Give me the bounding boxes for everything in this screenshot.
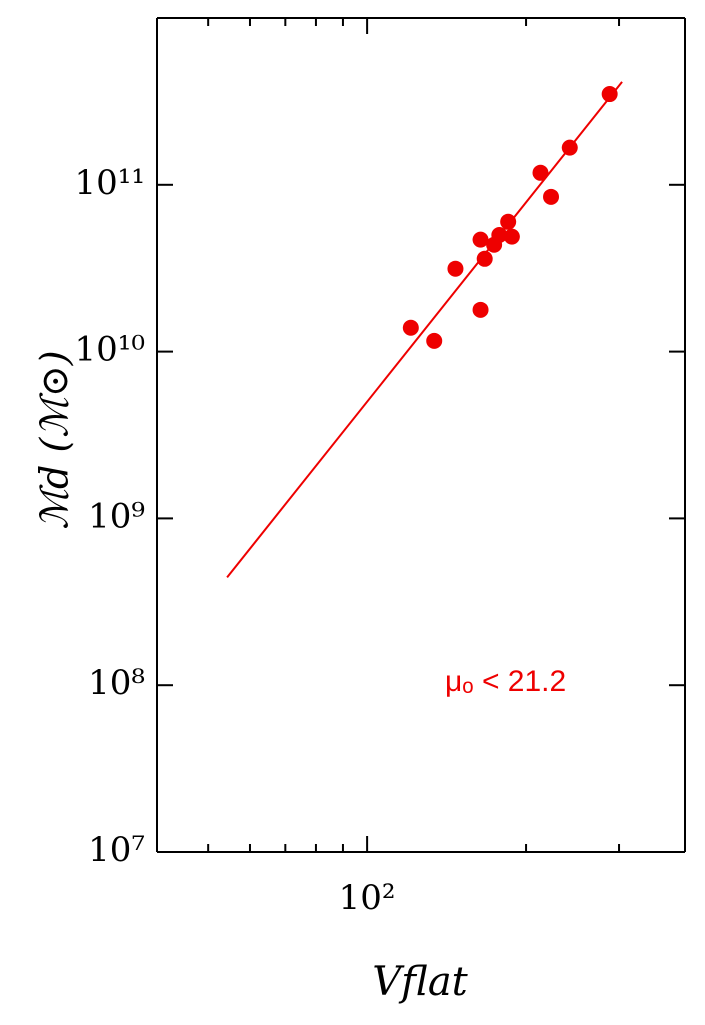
x-tick-label: 10² (339, 878, 396, 918)
y-label: ℳd (ℳ⊙) (33, 350, 77, 529)
point (472, 301, 489, 318)
point (426, 332, 443, 349)
y-tick-label: 10¹⁰ (74, 330, 145, 370)
point (500, 213, 517, 230)
point (476, 250, 493, 267)
point (601, 86, 618, 103)
point (402, 319, 419, 336)
y-tick-label: 10⁹ (88, 496, 145, 536)
point (543, 188, 560, 205)
point (503, 228, 520, 245)
y-tick-label: 10⁷ (88, 830, 145, 870)
x-label: Vflat (372, 959, 468, 1005)
point (561, 139, 578, 156)
annotation: μₒ < 21.2 (445, 665, 566, 698)
point (532, 164, 549, 181)
point (472, 231, 489, 248)
frame (156, 17, 686, 853)
y-tick-label: 10⁸ (88, 663, 145, 703)
fit-line (226, 81, 623, 579)
y-tick-label: 10¹¹ (74, 163, 145, 203)
point (447, 260, 464, 277)
point (491, 227, 508, 244)
